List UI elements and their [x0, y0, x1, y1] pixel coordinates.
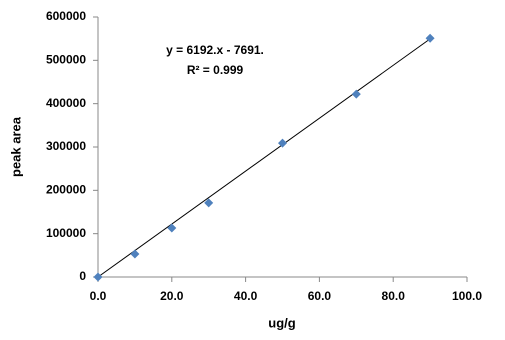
x-tick-label: 100.0: [452, 289, 482, 303]
y-tick-label: 600000: [46, 9, 86, 23]
r-squared: R² = 0.999: [187, 63, 244, 77]
y-tick-label: 200000: [46, 183, 86, 197]
y-tick-label: 100000: [46, 226, 86, 240]
data-point: [130, 249, 140, 259]
x-tick-label: 80.0: [382, 289, 406, 303]
data-point: [167, 223, 177, 233]
x-tick-label: 60.0: [308, 289, 332, 303]
x-tick-label: 40.0: [234, 289, 258, 303]
y-tick-label: 500000: [46, 53, 86, 67]
data-point: [425, 33, 435, 43]
data-point: [204, 198, 214, 208]
y-tick-label: 400000: [46, 96, 86, 110]
y-axis-title: peak area: [8, 116, 23, 177]
y-tick-label: 0: [79, 269, 86, 283]
trendline-equation: y = 6192.x - 7691.: [166, 43, 264, 57]
y-tick-label: 300000: [46, 139, 86, 153]
data-point: [93, 272, 103, 282]
data-point: [351, 89, 361, 99]
x-tick-label: 0.0: [90, 289, 107, 303]
data-point: [278, 138, 287, 148]
trendline: [97, 38, 431, 278]
x-axis-title: ug/g: [268, 315, 295, 330]
x-tick-label: 20.0: [160, 289, 184, 303]
